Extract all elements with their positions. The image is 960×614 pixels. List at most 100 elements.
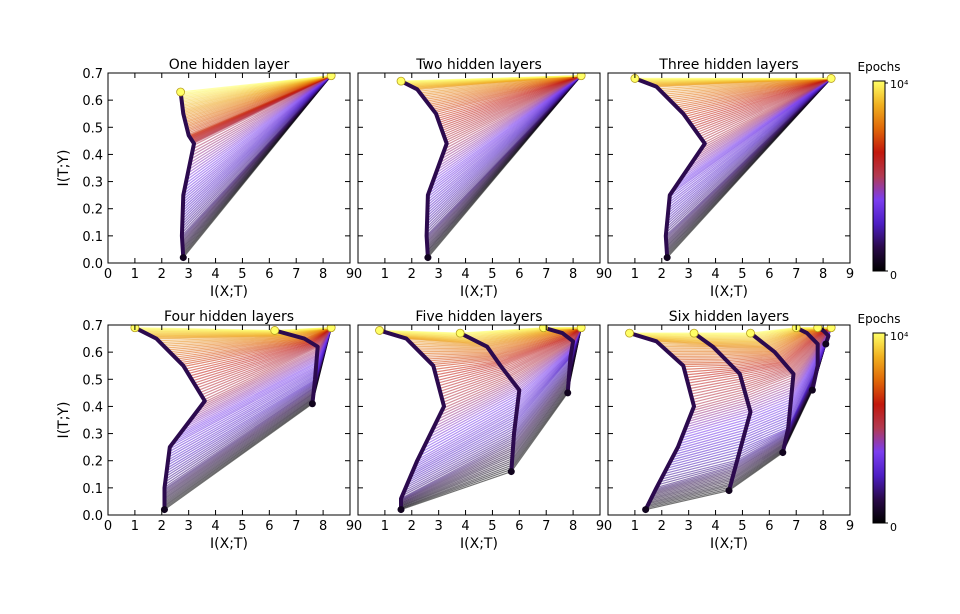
layer-path [377, 328, 446, 512]
layer-path [794, 325, 820, 393]
x-tick-label: 8 [319, 267, 327, 282]
x-tick-label: 0 [104, 519, 112, 534]
x-tick-label: 0 [354, 519, 362, 534]
layer-end-point [813, 325, 823, 333]
layer-path [272, 328, 320, 406]
trajectory-lines [625, 325, 836, 514]
panel-frame [357, 72, 601, 264]
colorbar-bar [872, 332, 886, 524]
layer-end-point [826, 74, 836, 83]
layer-start-point [663, 254, 671, 262]
layer-start-point [397, 506, 405, 514]
x-axis-label: I(X;T) [710, 536, 748, 552]
layer-path [632, 76, 707, 260]
x-tick-label: 7 [292, 267, 300, 282]
x-tick-label: 6 [265, 519, 273, 534]
x-tick-label: 4 [711, 267, 719, 282]
layer-path [399, 79, 449, 260]
x-tick-label: 4 [461, 267, 469, 282]
layer-start-point [308, 400, 316, 408]
layer-path [178, 90, 196, 260]
x-tick-label: 6 [515, 267, 523, 282]
y-axis-label: I(T;Y) [56, 402, 72, 439]
x-tick-label: 1 [131, 519, 139, 534]
y-tick-label: 0.5 [82, 121, 103, 136]
panel-frame [357, 324, 601, 516]
layer-start-point [725, 487, 733, 495]
layer-start-point [642, 506, 650, 514]
x-tick-label: 3 [685, 519, 693, 534]
epoch-line [180, 75, 332, 93]
x-tick-label: 1 [631, 267, 639, 282]
panel-3: 0 1 2 3 4 5 6 7 8 9 Three hidden layers I(X;T) [604, 57, 854, 300]
x-tick-label: 4 [711, 519, 719, 534]
colorbar-title: Epochs [858, 312, 901, 326]
panel-title: One hidden layer [169, 57, 290, 73]
panel-title: Five hidden layers [415, 309, 542, 325]
x-tick-label: 5 [738, 519, 746, 534]
layer-end-point [689, 328, 699, 338]
layer-path [627, 331, 696, 512]
y-tick-label: 0.7 [82, 67, 103, 82]
x-tick-label: 1 [381, 519, 389, 534]
y-tick-label: 0.7 [82, 319, 103, 334]
x-tick-label: 6 [265, 267, 273, 282]
x-tick-label: 2 [408, 267, 416, 282]
layer-end-point [826, 325, 836, 333]
y-tick-label: 0.0 [82, 509, 103, 524]
y-tick-label: 0.2 [82, 455, 103, 470]
layer-end-point [270, 326, 280, 335]
x-tick-label: 8 [819, 267, 827, 282]
panel-title: Three hidden layers [658, 57, 798, 73]
layer-end-point [375, 326, 384, 335]
x-tick-label: 5 [488, 519, 496, 534]
panel-frame [607, 72, 851, 264]
layer-end-point [455, 328, 465, 338]
x-tick-label: 2 [158, 519, 166, 534]
x-tick-label: 6 [515, 519, 523, 534]
x-tick-label: 5 [738, 267, 746, 282]
x-tick-label: 9 [846, 267, 854, 282]
layer-start-point [424, 254, 432, 262]
layer-end-point [326, 73, 336, 81]
panel-frame [107, 72, 351, 264]
panel-title: Six hidden layers [669, 309, 789, 325]
x-tick-label: 8 [819, 519, 827, 534]
colorbar-title: Epochs [858, 60, 901, 74]
panel-6: 0 1 2 3 4 5 6 7 8 9 Six hidden layers I(X;T) [604, 309, 854, 552]
panel-1: 0 1 2 3 4 5 6 7 8 9 0.0 0.1 0.2 0.3 0.4 0.5 0.6 0.7 One hi… [56, 57, 354, 300]
x-tick-label: 0 [104, 267, 112, 282]
x-tick-label: 7 [292, 519, 300, 534]
x-tick-label: 2 [658, 267, 666, 282]
x-tick-label: 3 [435, 267, 443, 282]
layer-start-point [179, 254, 187, 262]
trajectory-lines [630, 74, 836, 262]
trajectory-lines [396, 73, 586, 262]
panel-title: Two hidden layers [415, 57, 542, 73]
x-tick-label: 0 [354, 267, 362, 282]
layer-end-point [539, 325, 548, 333]
layer-start-point [808, 386, 816, 394]
layer-end-point [326, 325, 336, 333]
layer-end-point [396, 76, 406, 86]
x-tick-label: 3 [685, 267, 693, 282]
x-tick-label: 8 [569, 267, 577, 282]
colorbar-min-label: 0 [890, 521, 897, 534]
x-axis-label: I(X;T) [210, 536, 248, 552]
x-tick-label: 7 [792, 267, 800, 282]
layer-start-point [822, 340, 830, 348]
x-tick-label: 2 [408, 519, 416, 534]
x-tick-label: 4 [211, 267, 219, 282]
panel-title: Four hidden layers [164, 309, 294, 325]
panel-5: 0 1 2 3 4 5 6 7 8 9 Five hidden layers I(X;T) [354, 309, 604, 552]
y-tick-label: 0.6 [82, 346, 103, 361]
x-tick-label: 3 [185, 267, 193, 282]
x-tick-label: 5 [238, 519, 246, 534]
layer-end-point [176, 87, 186, 97]
y-tick-label: 0.6 [82, 94, 103, 109]
layer-end-point [576, 73, 586, 81]
x-tick-label: 2 [658, 519, 666, 534]
layer-start-point [779, 449, 787, 457]
layer-end-point [625, 328, 634, 338]
